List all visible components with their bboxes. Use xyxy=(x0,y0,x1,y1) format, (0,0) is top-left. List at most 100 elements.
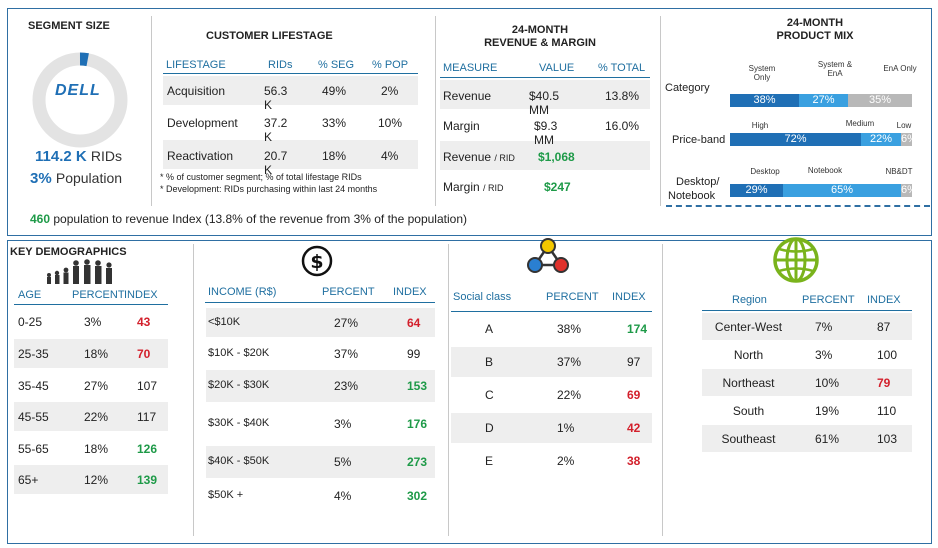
desktop-label: Desktop/ xyxy=(676,176,720,188)
age-cell: 43 xyxy=(137,315,151,329)
lifestage-note: * % of customer segment; % of total life… xyxy=(160,172,362,182)
age-cell: 3% xyxy=(84,315,102,329)
region-cell: 103 xyxy=(877,432,898,446)
dashed-divider xyxy=(666,205,930,207)
svg-text:$: $ xyxy=(310,251,323,273)
segment-population: 3% Population xyxy=(30,170,122,187)
category-legend: System & EnA xyxy=(817,60,853,78)
region-cell: 7% xyxy=(815,320,833,334)
segment-population-unit: Population xyxy=(55,170,123,186)
region-header: Region xyxy=(732,294,767,306)
age-header: INDEX xyxy=(124,289,158,301)
category-segment: 35% xyxy=(848,94,912,107)
divider xyxy=(435,16,436,206)
divider xyxy=(448,244,449,536)
lifestage-title: CUSTOMER LIFESTAGE xyxy=(206,30,333,42)
age-cell: 65+ xyxy=(18,473,39,487)
lifestage-note: * Development: RIDs purchasing within la… xyxy=(160,184,378,194)
income-cell: $30K - $40K xyxy=(208,417,270,429)
social-network-icon xyxy=(527,238,569,273)
income-cell: 176 xyxy=(407,417,428,431)
segment-population-value: 3% xyxy=(30,170,52,187)
desktop-legend: Notebook xyxy=(807,166,843,175)
age-cell: 45-55 xyxy=(18,410,49,424)
social-header: INDEX xyxy=(612,291,646,303)
region-cell: 110 xyxy=(877,404,897,418)
age-cell: 70 xyxy=(137,347,151,361)
row-shade xyxy=(14,339,168,368)
revenue-title: REVENUE & MARGIN xyxy=(484,37,596,49)
divider xyxy=(151,16,152,206)
age-cell: 27% xyxy=(84,379,109,393)
price-legend: Low xyxy=(896,121,912,130)
lifestage-header: % POP xyxy=(372,59,409,71)
revenue-per-rid: Revenue / RID xyxy=(443,150,515,164)
row-shade xyxy=(702,369,912,396)
segment-donut xyxy=(32,52,128,148)
region-cell: North xyxy=(733,348,764,362)
divider xyxy=(662,244,663,536)
region-cell: 87 xyxy=(877,320,891,334)
revenue-title: 24-MONTH xyxy=(511,24,569,36)
row-shade xyxy=(451,347,652,377)
region-cell: Northeast xyxy=(722,376,775,390)
age-cell: 18% xyxy=(84,347,109,361)
region-cell: South xyxy=(732,404,765,418)
bottom-panel xyxy=(7,240,932,544)
income-header: INCOME (R$) xyxy=(208,286,277,298)
revenue-header: MEASURE xyxy=(443,62,498,74)
revenue-header: % TOTAL xyxy=(598,62,646,74)
category-segment: 27% xyxy=(799,94,848,107)
income-cell: 37% xyxy=(334,347,359,361)
globe-icon xyxy=(773,237,819,283)
region-cell: 19% xyxy=(815,404,840,418)
dollar-icon: $ xyxy=(301,245,333,277)
segment-rids: 114.2 K RIDs xyxy=(35,148,122,165)
segment-rids-value: 114.2 K xyxy=(35,148,87,165)
social-cell: 22% xyxy=(557,388,582,402)
row-shade xyxy=(206,370,435,402)
income-cell: <$10K xyxy=(208,316,241,328)
social-cell: 97 xyxy=(627,355,641,369)
social-header: Social class xyxy=(453,291,512,303)
category-label: Category xyxy=(665,82,710,94)
price-segment: 6% xyxy=(901,133,917,146)
income-cell: $40K - $50K xyxy=(208,455,270,467)
social-cell: 38% xyxy=(557,322,582,336)
price-legend: High xyxy=(751,121,769,130)
age-cell: 35-45 xyxy=(18,379,49,393)
row-shade xyxy=(702,425,912,452)
region-cell: 3% xyxy=(815,348,833,362)
lifestage-header: LIFESTAGE xyxy=(166,59,226,71)
age-cell: 22% xyxy=(84,410,109,424)
age-cell: 25-35 xyxy=(18,347,49,361)
income-cell: $50K + xyxy=(208,489,244,501)
social-cell: A xyxy=(485,322,494,336)
desktop-legend: NB&DT xyxy=(885,167,913,176)
demographics-title: KEY DEMOGRAPHICS xyxy=(10,246,127,258)
age-cell: 139 xyxy=(137,473,158,487)
income-cell: 3% xyxy=(334,417,352,431)
income-cell: 273 xyxy=(407,455,428,469)
region-cell: 10% xyxy=(815,376,840,390)
age-cell: 12% xyxy=(84,473,109,487)
age-cell: 117 xyxy=(137,410,157,424)
social-cell: 38 xyxy=(627,454,641,468)
price-segment: 22% xyxy=(861,133,901,146)
income-cell: 302 xyxy=(407,489,428,503)
region-cell: 79 xyxy=(877,376,891,390)
age-cell: 55-65 xyxy=(18,442,49,456)
income-cell: 99 xyxy=(407,347,421,361)
social-cell: 69 xyxy=(627,388,641,402)
index-value: 460 xyxy=(30,212,51,226)
social-cell: 42 xyxy=(627,421,641,435)
income-cell: 27% xyxy=(334,316,359,330)
row-shade xyxy=(206,308,435,337)
row-shade xyxy=(451,413,652,443)
social-cell: C xyxy=(485,388,494,402)
lifestage-header: RIDs xyxy=(268,59,293,71)
row-shade xyxy=(14,402,168,431)
social-cell: 37% xyxy=(557,355,582,369)
social-cell: E xyxy=(485,454,494,468)
category-legend: EnA Only xyxy=(883,64,917,73)
